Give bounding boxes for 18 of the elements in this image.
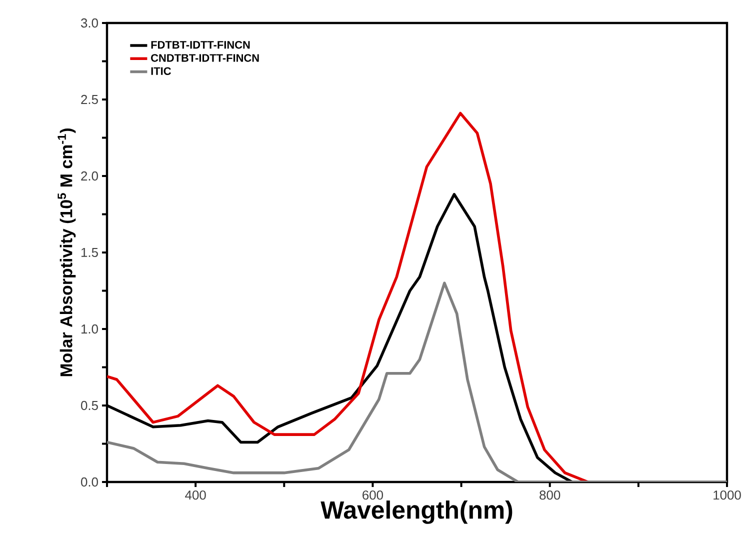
line-series [107,112,590,482]
x-axis-title: Wavelength(nm) [320,500,512,524]
x-tick-label: 800 [540,490,560,500]
y-tick-label: 2.0 [81,171,98,181]
x-tick-label: 400 [185,490,206,500]
x-tick-label: 1000 [714,490,741,500]
line-series [107,282,727,482]
y-tick-label: 3.0 [80,18,98,28]
legend-label: CNDTBT-IDTT-FINCN [151,54,259,62]
y-axis-title: Molar Absorptivity (10$^{5}$ M cm$^{-1}$) [58,128,76,376]
y-tick-label: 2.5 [81,94,98,104]
legend-label: ITIC [151,67,171,75]
y-tick-label: 1.0 [81,324,98,334]
y-tick-label: 0.0 [80,477,98,487]
y-tick-label: 0.5 [80,400,98,410]
x-tick-label: 600 [362,490,384,500]
legend-label: FDTBT-IDTT-FINCN [151,40,250,49]
y-tick-label: 1.5 [81,248,98,258]
